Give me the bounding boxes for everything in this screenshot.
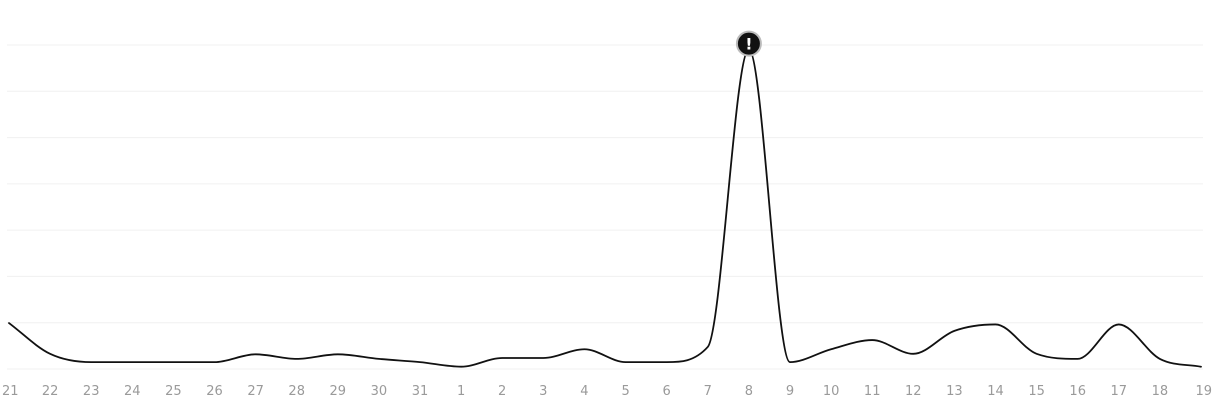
x-tick-label: 11: [864, 384, 881, 399]
x-tick-label: 19: [1195, 384, 1212, 399]
x-tick-label: 15: [1028, 384, 1045, 399]
x-tick-label: 26: [206, 384, 223, 399]
x-tick-label: 1: [457, 384, 465, 399]
x-tick-label: 9: [786, 384, 794, 399]
x-tick-label: 10: [823, 384, 840, 399]
x-tick-label: 16: [1069, 384, 1086, 399]
alert-icon[interactable]: !: [735, 30, 762, 57]
x-tick-label: 22: [42, 384, 59, 399]
x-tick-label: 3: [539, 384, 547, 399]
x-tick-label: 30: [371, 384, 388, 399]
x-tick-label: 25: [165, 384, 182, 399]
x-tick-label: 4: [580, 384, 588, 399]
x-tick-label: 29: [330, 384, 347, 399]
x-tick-label: 6: [663, 384, 671, 399]
chart-grid: [7, 44, 1203, 370]
annotation-markers: !: [735, 30, 762, 57]
x-tick-label: 23: [83, 384, 100, 399]
x-tick-label: 7: [704, 384, 712, 399]
x-tick-label: 18: [1152, 384, 1169, 399]
x-tick-label: 5: [621, 384, 629, 399]
x-tick-label: 12: [905, 384, 922, 399]
x-tick-label: 8: [745, 384, 753, 399]
alert-marker-glyph: !: [745, 35, 752, 54]
x-tick-label: 24: [124, 384, 141, 399]
alert-marker-circle: [735, 30, 762, 57]
x-tick-label: 2: [498, 384, 506, 399]
x-tick-label: 14: [987, 384, 1004, 399]
series-line: [8, 48, 1202, 368]
x-tick-label: 28: [288, 384, 305, 399]
x-axis-ticks: 21 22 23 24 25 26 27 28 29 30 31 1 2 3 4 5 6 7 8 9 10 11 12 13 1…: [2, 384, 1212, 399]
x-tick-label: 27: [247, 384, 264, 399]
x-tick-label: 21: [2, 384, 19, 399]
x-tick-label: 13: [946, 384, 963, 399]
x-tick-label: 31: [412, 384, 429, 399]
x-tick-label: 17: [1111, 384, 1128, 399]
